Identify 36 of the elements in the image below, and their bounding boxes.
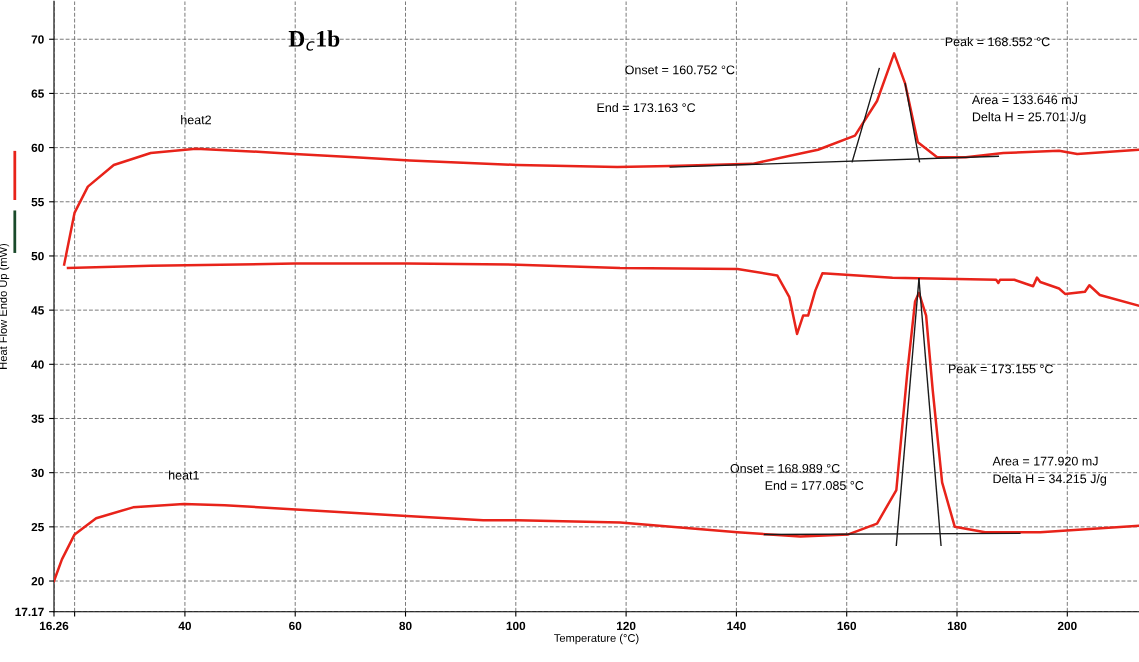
x-tick-label: 180 xyxy=(947,621,967,631)
annotation: Peak = 173.155 °C xyxy=(949,364,1053,374)
x-tick-label: 200 xyxy=(1057,621,1077,631)
annotation: Delta H = 34.215 J/g xyxy=(993,474,1107,486)
y-tick-label: 50 xyxy=(31,251,44,261)
x-axis-title: Temperature (°C) xyxy=(554,633,639,645)
x-tick-label: 140 xyxy=(727,621,746,631)
annotation: Onset = 168.989 °C xyxy=(730,463,840,473)
annotation: Onset = 160.752 °C xyxy=(625,65,735,75)
y-tick-label: 17.17 xyxy=(15,607,44,616)
y-tick-label: 70 xyxy=(31,35,44,44)
y-tick-label: 60 xyxy=(31,143,44,152)
series-label: heat1 xyxy=(169,470,199,480)
y-tick-label: 35 xyxy=(31,414,44,423)
x-tick-label: 120 xyxy=(617,621,636,631)
x-tick-label: 160 xyxy=(837,621,857,631)
x-tick-label: 60 xyxy=(289,621,302,631)
x-tick-label: 16.26 xyxy=(39,621,69,631)
annotation: Delta H = 25.701 J/g xyxy=(972,112,1086,124)
y-tick-label: 40 xyxy=(31,360,44,369)
y-tick-label: 45 xyxy=(31,306,44,315)
annotation: Peak = 168.552 °C xyxy=(945,37,1050,47)
text: heat2 xyxy=(181,115,211,125)
y-tick-label: 30 xyxy=(31,468,44,478)
text: D$_{c}$1b xyxy=(288,30,340,51)
annotation: End = 177.085 °C xyxy=(765,480,864,490)
annotation: Area = 177.920 mJ xyxy=(992,456,1098,466)
annotation: End = 173.163 °C xyxy=(597,102,696,113)
y-tick-label: 65 xyxy=(31,89,44,98)
annotation: Area = 133.646 mJ xyxy=(971,95,1077,105)
y-tick-label: 55 xyxy=(31,197,44,207)
x-tick-label: 100 xyxy=(506,621,526,631)
y-tick-label: 20 xyxy=(31,577,44,586)
y-tick-label: 25 xyxy=(31,522,44,532)
x-tick-label: 40 xyxy=(178,621,191,631)
x-tick-label: 80 xyxy=(399,621,412,631)
